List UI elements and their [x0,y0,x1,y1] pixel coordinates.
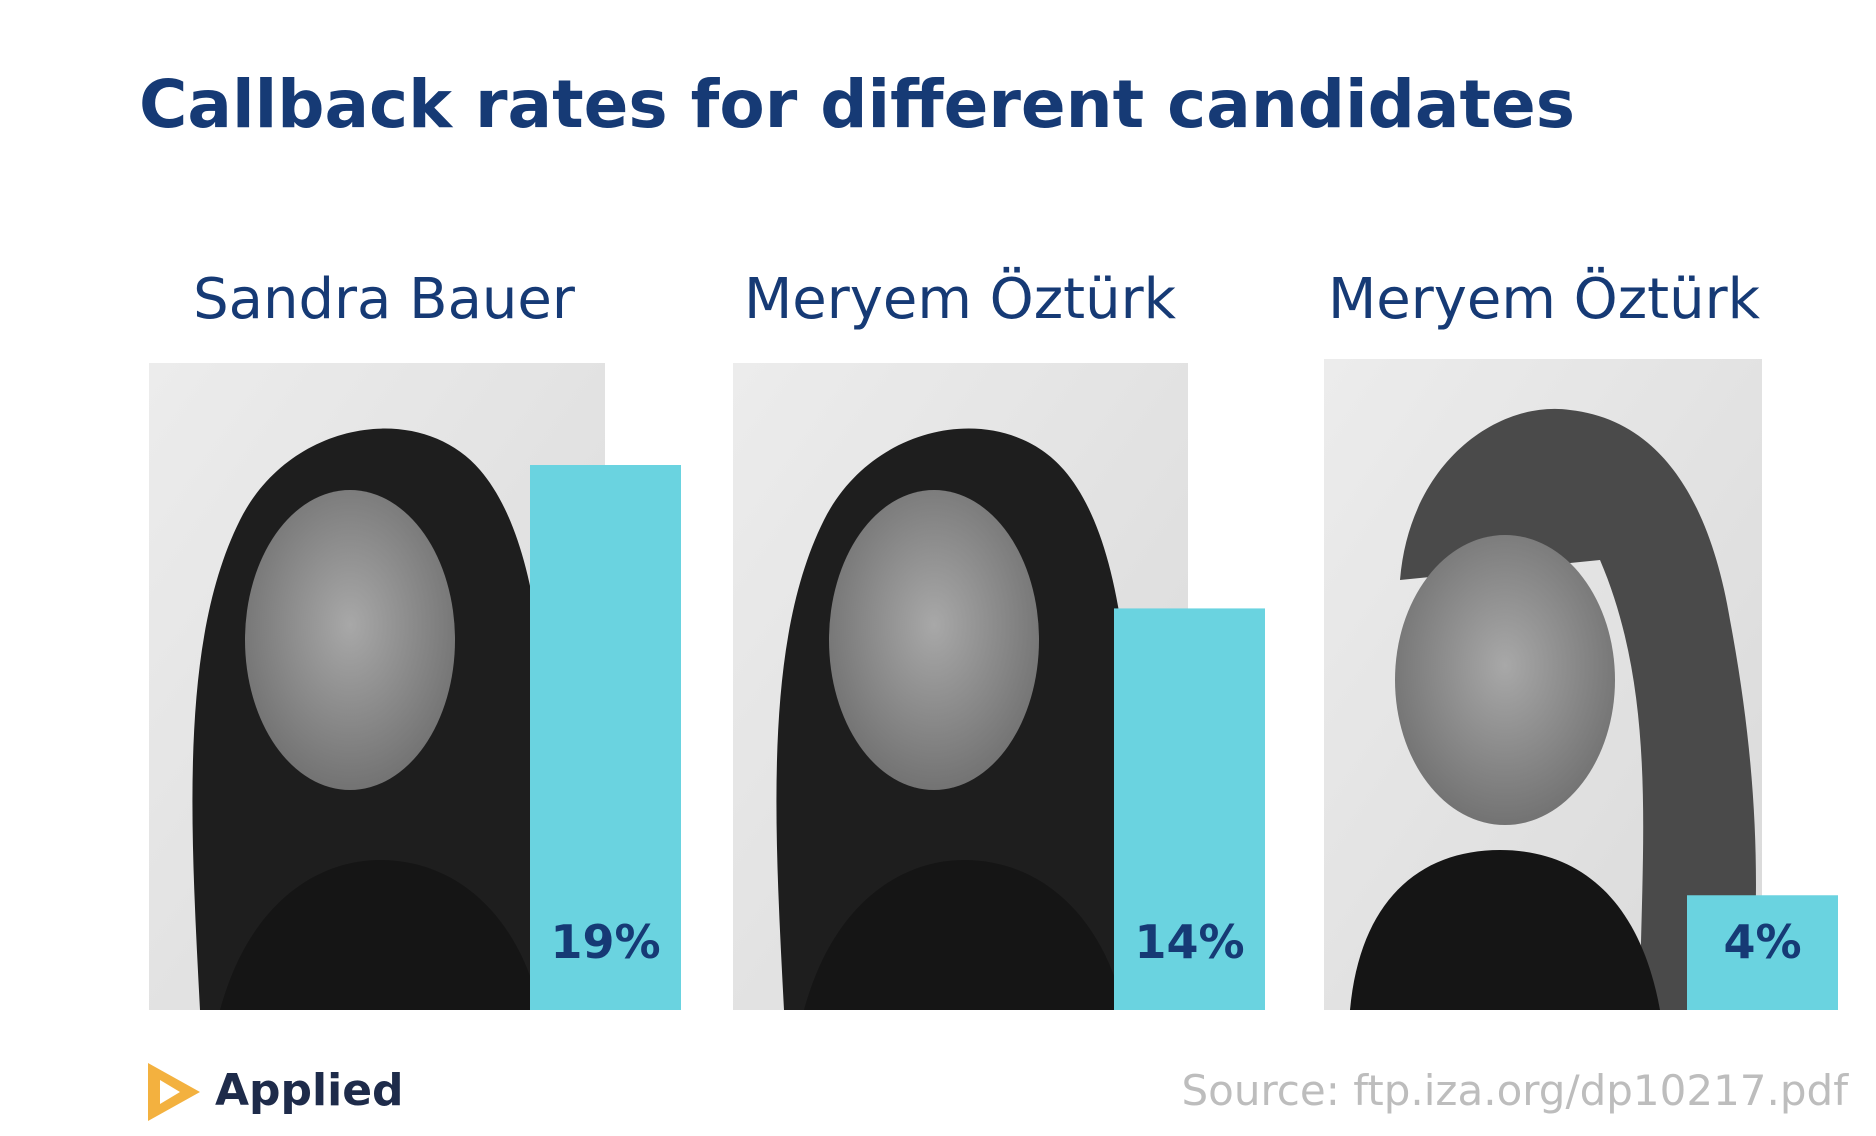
bar [1687,895,1838,1010]
logo [148,1063,200,1121]
category-label: Meryem Öztürk [744,267,1177,332]
value-label: 19% [550,915,660,969]
category-label: Meryem Öztürk [1328,267,1761,332]
bar [530,465,681,1010]
value-label: 14% [1134,915,1244,969]
source: Source: ftp.iza.org/dp10217.pdf [1181,1066,1849,1115]
photo [1324,359,1762,1010]
bar [1114,608,1265,1010]
chart-title: Callback rates for different candidates [139,66,1575,143]
photo [733,363,1188,1010]
category-label: Sandra Bauer [193,267,576,332]
photo [149,363,605,1010]
brand: Applied [215,1065,404,1116]
value-label: 4% [1723,915,1801,969]
